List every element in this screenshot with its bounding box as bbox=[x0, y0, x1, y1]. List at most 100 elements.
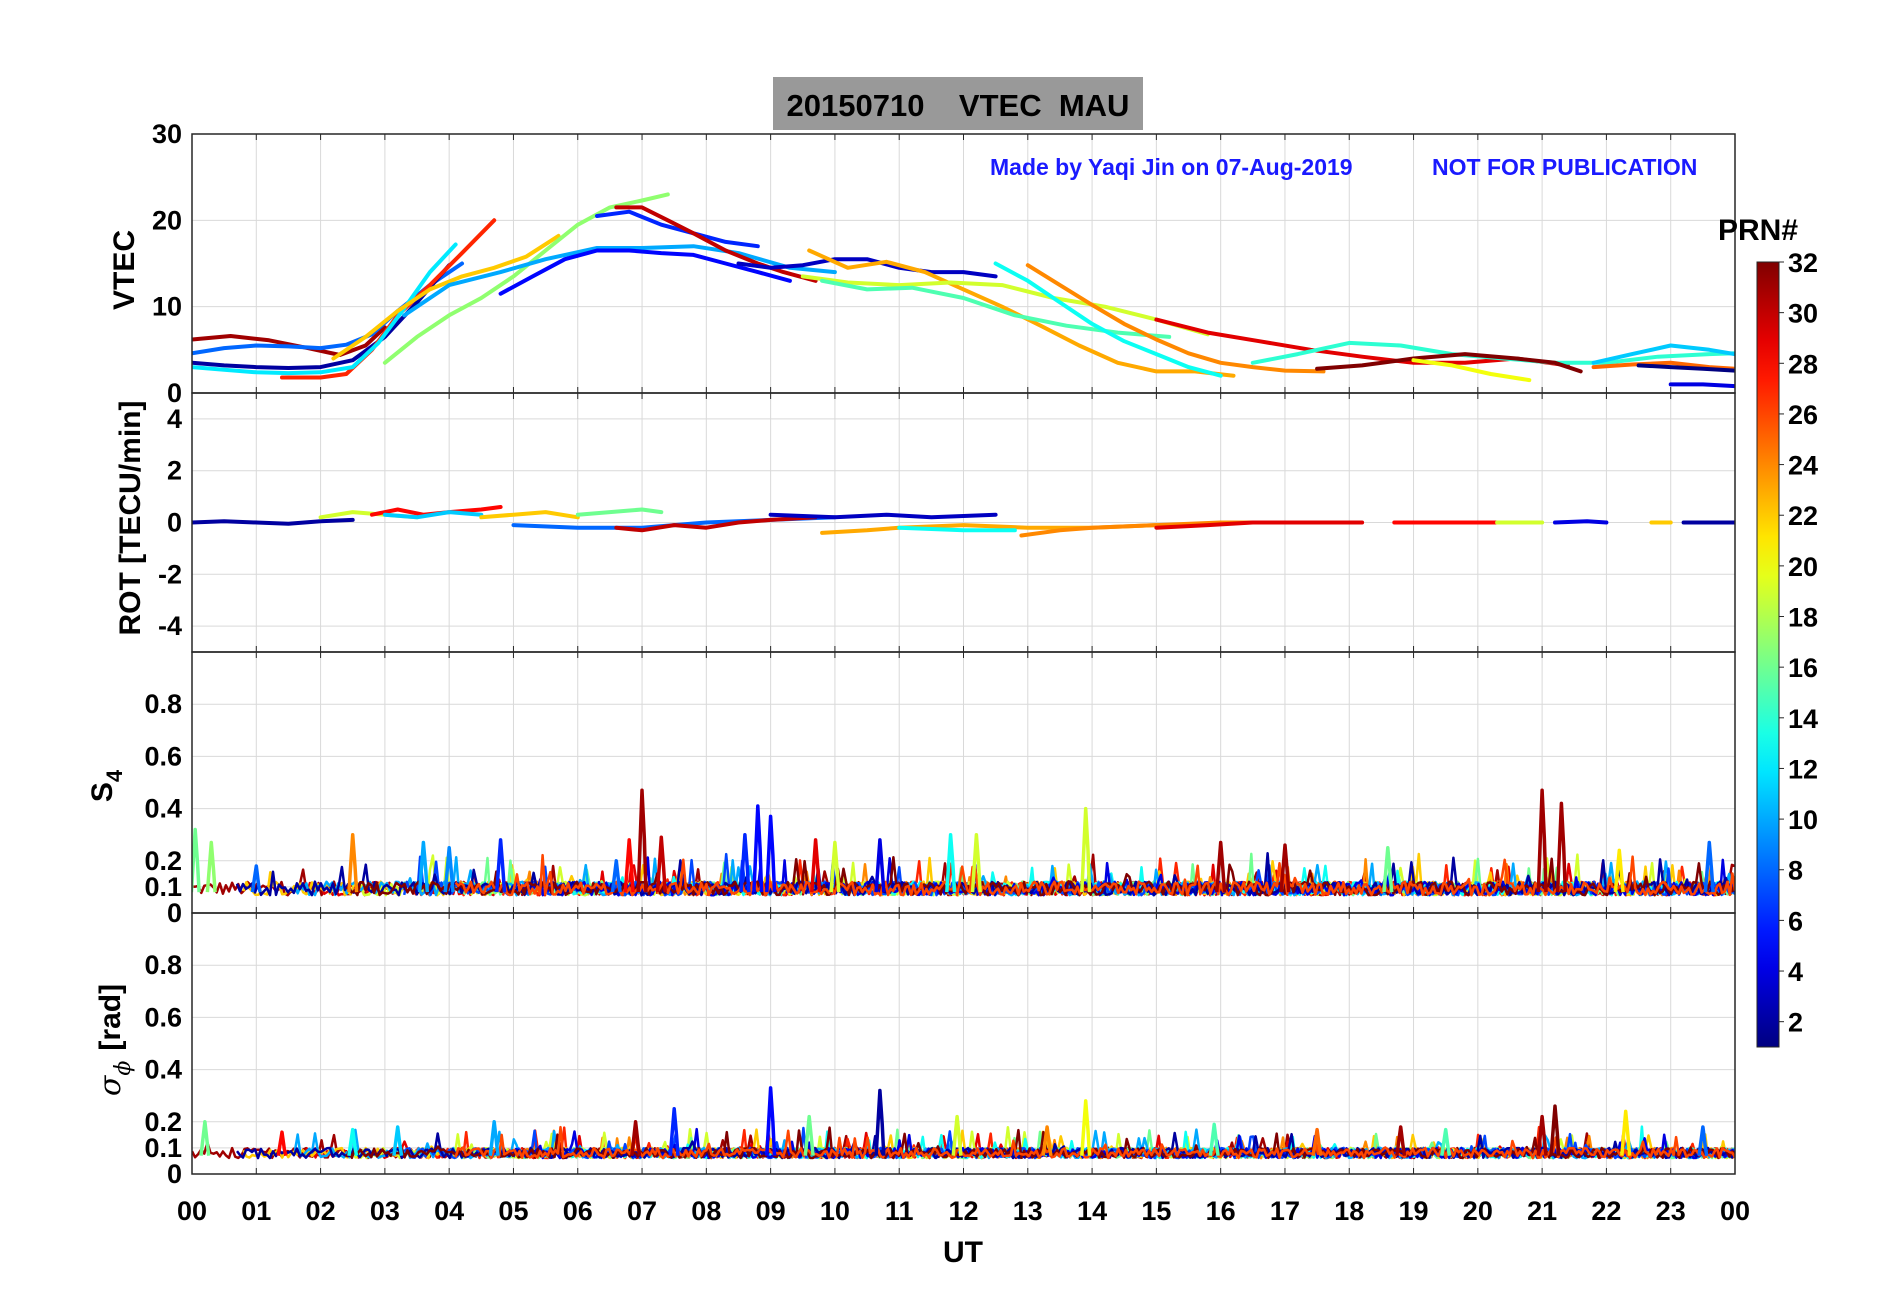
y-tick-label: 10 bbox=[152, 292, 182, 322]
peak-prn-19 bbox=[970, 832, 982, 893]
x-tick-label: 15 bbox=[1141, 1196, 1171, 1226]
y-tick-label: -4 bbox=[158, 611, 182, 641]
x-tick-label: 05 bbox=[498, 1196, 528, 1226]
x-tick-label: 11 bbox=[885, 1196, 914, 1226]
x-tick-label: 00 bbox=[1720, 1196, 1750, 1226]
peak-prn-29 bbox=[810, 838, 822, 893]
x-tick-label: 13 bbox=[1013, 1196, 1043, 1226]
series-line-prn-6 bbox=[595, 209, 760, 249]
sigma-ylabel-main: σ bbox=[93, 1074, 128, 1096]
y-tick-label: 0 bbox=[167, 378, 182, 408]
colorbar-tick-label: 2 bbox=[1788, 1008, 1803, 1038]
y-tick-label: 4 bbox=[167, 404, 182, 434]
series-line-prn-24 bbox=[1025, 263, 1326, 374]
x-tick-label: 23 bbox=[1656, 1196, 1686, 1226]
x-tick-label: 21 bbox=[1527, 1196, 1557, 1226]
peak-prn-15 bbox=[1440, 1127, 1452, 1157]
peak-prn-6 bbox=[668, 1107, 680, 1156]
noise-trace-prn-26 bbox=[454, 853, 1735, 897]
colorbar-tick-label: 20 bbox=[1788, 552, 1818, 582]
series-line-prn-3 bbox=[736, 257, 998, 279]
x-tick-label: 08 bbox=[691, 1196, 721, 1226]
s4-panel: 00.10.2 0.4 0.6 0.8 bbox=[144, 651, 1736, 928]
colorbar-tick-label: 4 bbox=[1788, 957, 1803, 987]
peak-prn-25 bbox=[1311, 1127, 1323, 1157]
series-line-prn-1 bbox=[1636, 363, 1735, 373]
series-line-prn-30 bbox=[614, 205, 818, 283]
peak-prn-13 bbox=[945, 832, 957, 893]
title-box bbox=[773, 77, 1143, 130]
x-tick-label: 17 bbox=[1270, 1196, 1300, 1226]
peak-prn-17 bbox=[205, 840, 217, 893]
x-tick-labels: 00 01 02 03 04 05 06 07 08 09 10 11 12 13 14 15 16 17 18 19… bbox=[177, 1196, 1750, 1226]
colorbar-tick-label: 6 bbox=[1788, 906, 1803, 936]
y-tick-label: 30 bbox=[152, 119, 182, 149]
peak-prn-20 bbox=[1080, 1099, 1092, 1156]
axes-frame bbox=[191, 912, 1736, 1175]
series-group bbox=[192, 192, 1735, 389]
series-line-prn-32 bbox=[1315, 352, 1583, 374]
peak-prn-16 bbox=[192, 827, 201, 893]
series-line-prn-11 bbox=[1591, 343, 1735, 365]
y-tick-label: 0.6 bbox=[144, 741, 182, 771]
peak-prn-10 bbox=[488, 1120, 500, 1156]
series-line-prn-4 bbox=[1668, 382, 1735, 389]
colorbar-tick-label: 16 bbox=[1788, 653, 1818, 683]
series-line-prn-5 bbox=[498, 248, 792, 296]
peak-prn-31 bbox=[1536, 788, 1548, 893]
colorbar-tick-label: 8 bbox=[1788, 856, 1803, 886]
series-line-prn-22 bbox=[331, 233, 561, 361]
rot-panel: -4 -2 0 2 4 bbox=[158, 392, 1736, 653]
svg-text:S4: S4 bbox=[86, 769, 127, 802]
peak-prn-6 bbox=[494, 838, 507, 893]
series-line-prn-19 bbox=[800, 274, 1210, 337]
s4-ylabel-sub: 4 bbox=[102, 769, 127, 782]
series-line-prn-16 bbox=[575, 507, 664, 517]
s4-ylabel: S4 bbox=[86, 769, 127, 802]
series-line-prn-3 bbox=[768, 512, 998, 520]
series-line-prn-13 bbox=[993, 261, 1223, 378]
peak-prn-10 bbox=[417, 840, 430, 893]
x-tick-label: 22 bbox=[1591, 1196, 1621, 1226]
series-line-prn-4 bbox=[1553, 519, 1609, 525]
x-tick-label: 04 bbox=[434, 1196, 464, 1226]
peak-prn-31 bbox=[636, 788, 648, 893]
y-tick-label: 0.4 bbox=[144, 1055, 182, 1085]
series-group bbox=[192, 505, 1735, 538]
series-group bbox=[192, 1086, 1735, 1160]
series-line-prn-13 bbox=[897, 525, 1017, 533]
y-tick-label: 0.6 bbox=[144, 1002, 182, 1032]
s4-ylabel-main: S bbox=[86, 782, 119, 802]
y-tick-label: 0.1 bbox=[144, 1133, 182, 1163]
peak-prn-8 bbox=[610, 859, 622, 893]
peak-prn-15 bbox=[1208, 1122, 1220, 1156]
series-line-prn-22 bbox=[479, 510, 580, 520]
sigma-phi-panel: 00.10.2 0.4 0.6 0.8 bbox=[144, 912, 1736, 1189]
series-line-prn-8 bbox=[192, 261, 464, 356]
y-tick-label: -2 bbox=[158, 559, 182, 589]
peak-prn-16 bbox=[199, 1120, 211, 1156]
series-line-prn-10 bbox=[402, 244, 837, 318]
noise-trace-prn-26 bbox=[454, 1125, 1735, 1160]
peak-prn-24 bbox=[1041, 1125, 1053, 1156]
peak-prn-31 bbox=[1536, 1114, 1548, 1156]
x-tick-label: 03 bbox=[370, 1196, 400, 1226]
peak-prn-31 bbox=[1395, 1125, 1407, 1156]
peak-prn-31 bbox=[1279, 843, 1291, 893]
series-line-prn-11 bbox=[382, 510, 484, 520]
peak-prn-31 bbox=[630, 1120, 642, 1156]
series-line-prn-23 bbox=[807, 248, 1236, 378]
colorbar bbox=[1756, 261, 1780, 1048]
colorbar-tick-label: 24 bbox=[1788, 451, 1818, 481]
peak-prn-4 bbox=[874, 838, 886, 893]
y-tick-label: 20 bbox=[152, 205, 182, 235]
colorbar-tick-label: 22 bbox=[1788, 501, 1818, 531]
peak-prn-28 bbox=[623, 838, 635, 893]
credit-text: Made by Yaqi Jin on 07-Aug-2019 bbox=[990, 154, 1353, 180]
x-tick-label: 00 bbox=[177, 1196, 207, 1226]
peak-prn-19 bbox=[1080, 806, 1092, 893]
peak-prn-8 bbox=[250, 864, 262, 893]
peak-prn-32 bbox=[1549, 1104, 1561, 1156]
